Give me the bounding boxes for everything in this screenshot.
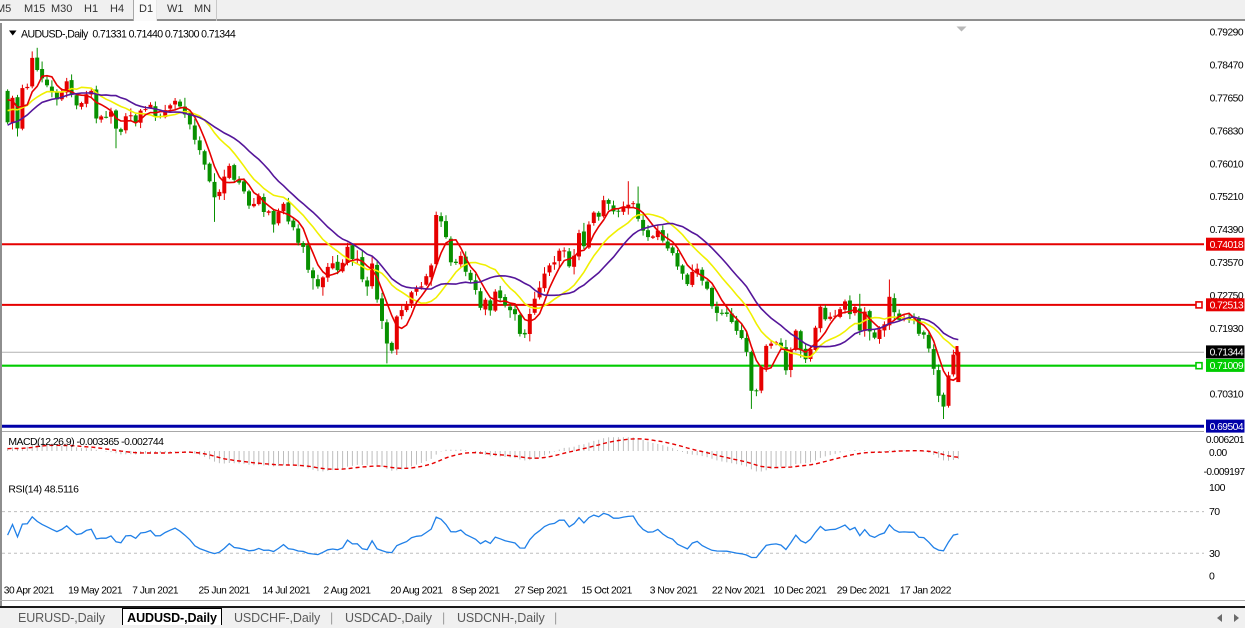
- svg-text:0.74018: 0.74018: [1210, 240, 1244, 251]
- svg-text:RSI(14) 48.5116: RSI(14) 48.5116: [8, 485, 79, 496]
- svg-text:30: 30: [1209, 548, 1220, 560]
- svg-text:0.75210: 0.75210: [1210, 192, 1244, 203]
- svg-text:70: 70: [1209, 506, 1220, 518]
- svg-text:22 Nov 2021: 22 Nov 2021: [712, 586, 766, 597]
- svg-text:17 Jan 2022: 17 Jan 2022: [900, 586, 952, 597]
- svg-text:100: 100: [1209, 482, 1226, 494]
- svg-text:-0.009197: -0.009197: [1204, 467, 1245, 478]
- svg-text:3 Nov 2021: 3 Nov 2021: [650, 586, 698, 597]
- svg-text:0.76010: 0.76010: [1210, 160, 1244, 171]
- svg-text:20 Aug 2021: 20 Aug 2021: [390, 586, 443, 597]
- svg-text:0.71930: 0.71930: [1210, 324, 1244, 335]
- svg-text:0.73570: 0.73570: [1210, 258, 1244, 269]
- svg-text:7 Jun 2021: 7 Jun 2021: [132, 586, 179, 597]
- svg-text:0.69504: 0.69504: [1210, 422, 1244, 433]
- svg-text:0.77650: 0.77650: [1210, 94, 1244, 105]
- svg-text:15 Oct 2021: 15 Oct 2021: [581, 586, 632, 597]
- svg-text:0.00: 0.00: [1209, 448, 1228, 459]
- svg-text:0.71009: 0.71009: [1210, 361, 1244, 372]
- svg-text:AUDUSD-,Daily 0.71331 0.71440: AUDUSD-,Daily 0.71331 0.71440 0.71300 0.…: [21, 29, 236, 41]
- svg-text:14 Jul 2021: 14 Jul 2021: [262, 586, 311, 597]
- svg-text:19 May 2021: 19 May 2021: [68, 586, 123, 597]
- svg-text:0.74390: 0.74390: [1210, 225, 1244, 236]
- svg-text:29 Dec 2021: 29 Dec 2021: [837, 586, 891, 597]
- svg-text:30 Apr 2021: 30 Apr 2021: [4, 586, 55, 597]
- svg-text:2 Aug 2021: 2 Aug 2021: [323, 586, 371, 597]
- svg-text:8 Sep 2021: 8 Sep 2021: [452, 586, 500, 597]
- svg-text:0.72750: 0.72750: [1210, 291, 1244, 302]
- svg-text:0: 0: [1209, 570, 1215, 582]
- svg-text:10 Dec 2021: 10 Dec 2021: [774, 586, 828, 597]
- svg-text:0.76830: 0.76830: [1210, 127, 1244, 138]
- svg-text:0.72513: 0.72513: [1210, 301, 1244, 312]
- svg-text:0.006201: 0.006201: [1206, 435, 1245, 446]
- svg-text:25 Jun 2021: 25 Jun 2021: [199, 586, 251, 597]
- svg-text:0.71344: 0.71344: [1210, 348, 1244, 359]
- svg-text:0.78470: 0.78470: [1210, 61, 1244, 72]
- svg-text:MACD(12,26,9) -0.003365 -0.002: MACD(12,26,9) -0.003365 -0.002744: [8, 437, 164, 448]
- svg-text:0.70310: 0.70310: [1210, 389, 1244, 400]
- svg-text:27 Sep 2021: 27 Sep 2021: [514, 586, 568, 597]
- svg-text:0.79290: 0.79290: [1210, 28, 1244, 39]
